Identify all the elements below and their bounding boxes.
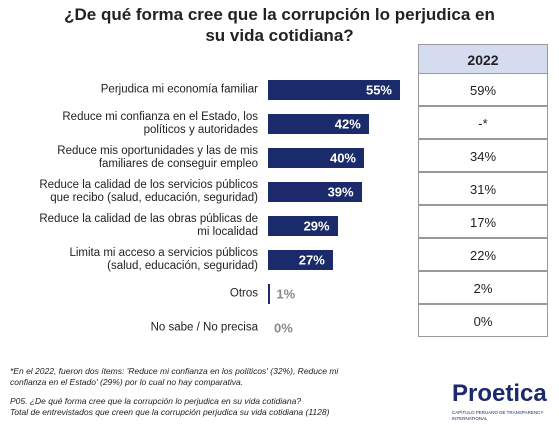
category-label: Perjudica mi economía familiar (100, 83, 258, 96)
table-cell: 59% (418, 73, 548, 106)
table-cell: 17% (418, 205, 548, 238)
bar (268, 250, 333, 270)
category-label: No sabe / No precisa (150, 321, 258, 334)
category-label: Reduce mis oportunidades y las de mis fa… (57, 145, 258, 170)
category-label: Limita mi acceso a servicios públicos (s… (69, 247, 258, 272)
value-label: 29% (303, 218, 330, 234)
value-label: 40% (329, 150, 356, 166)
footnote: P05. ¿De qué forma cree que la corrupció… (10, 396, 330, 417)
bar (268, 182, 362, 202)
footnote: *En el 2022, fueron dos ítems: 'Reduce m… (10, 366, 339, 387)
table-cell: -* (418, 106, 548, 139)
table-cell: 31% (418, 172, 548, 205)
category-label: Reduce la calidad de las obras públicas … (39, 213, 258, 238)
value-label: 1% (276, 286, 296, 302)
bar (268, 80, 400, 100)
chart-title: ¿De qué forma cree que la corrupción lo … (64, 5, 495, 45)
logo-name: Proetica (452, 380, 547, 407)
bar (268, 114, 369, 134)
value-label: 55% (365, 82, 392, 98)
value-label: 42% (334, 116, 361, 132)
table-header: 2022 (418, 44, 548, 74)
value-label: 27% (298, 252, 325, 268)
category-label: Otros (229, 287, 258, 300)
bar (268, 216, 338, 236)
table-cell: 2% (418, 271, 548, 304)
table-cell: 34% (418, 139, 548, 172)
logo-tagline: CAPÍTULO PERUANO DE TRANSPARENCY INTERNA… (452, 410, 544, 421)
value-label: 39% (327, 184, 354, 200)
table-cell: 0% (418, 304, 548, 337)
value-label: 0% (274, 320, 293, 336)
table-cell: 22% (418, 238, 548, 271)
bar (268, 284, 271, 304)
category-label: Reduce la calidad de los servicios públi… (39, 179, 258, 204)
bar (268, 148, 364, 168)
category-label: Reduce mi confianza en el Estado, los po… (62, 111, 258, 136)
